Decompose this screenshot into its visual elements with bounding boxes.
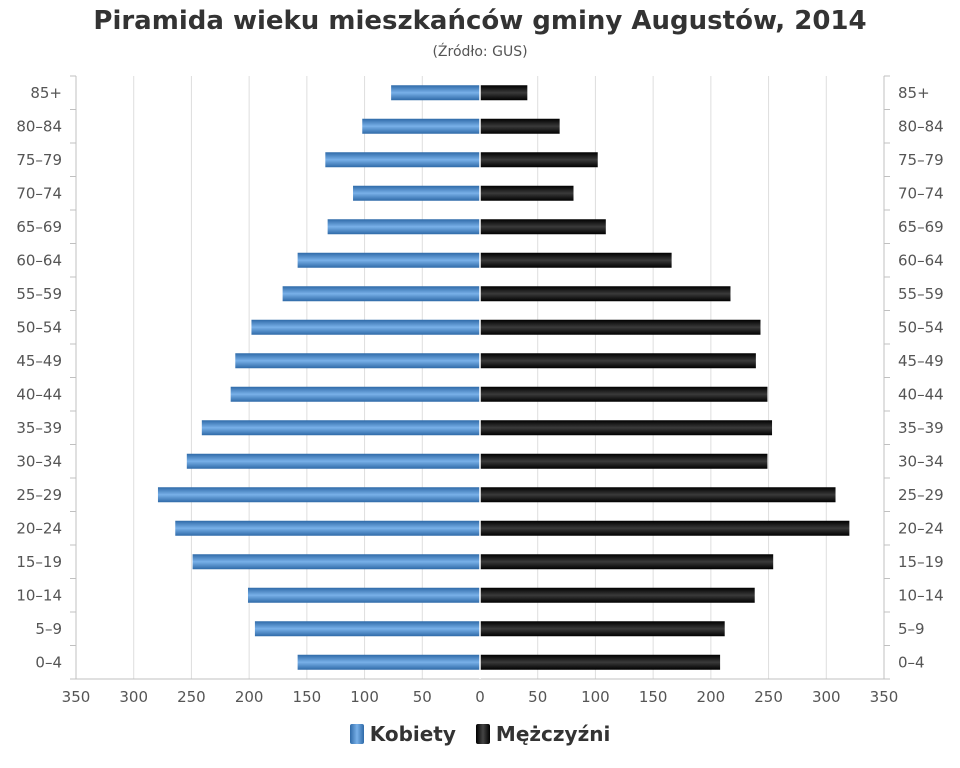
y-tick-label-left: 80–84 [16, 117, 62, 135]
y-tick-label-right: 60–64 [898, 251, 944, 269]
bar-kobiety-55-59[interactable] [282, 286, 480, 302]
x-tick-label: 250 [177, 688, 206, 706]
y-tick-label-right: 20–24 [898, 519, 944, 537]
y-tick-label-left: 10–14 [16, 586, 62, 604]
x-tick-label: 100 [350, 688, 379, 706]
x-tick-label: 200 [235, 688, 264, 706]
x-tick-label: 200 [697, 688, 726, 706]
x-tick-label: 50 [528, 688, 547, 706]
y-tick-label-left: 70–74 [16, 184, 62, 202]
bar-mezczyzni-5-9[interactable] [480, 621, 725, 637]
chart-title: Piramida wieku mieszkańców gminy Augustó… [93, 6, 867, 36]
legend: Kobiety Mężczyźni [0, 722, 960, 746]
bar-mezczyzni-20-24[interactable] [480, 520, 850, 536]
y-tick-label-left: 35–39 [16, 419, 62, 437]
bar-mezczyzni-40-44[interactable] [480, 386, 768, 402]
x-tick-label: 150 [639, 688, 668, 706]
x-tick-label: 350 [62, 688, 91, 706]
x-tick-label: 100 [581, 688, 610, 706]
bar-mezczyzni-70-74[interactable] [480, 185, 574, 201]
x-tick-label: 350 [870, 688, 899, 706]
y-tick-label-left: 40–44 [16, 385, 62, 403]
bar-mezczyzni-85+[interactable] [480, 85, 528, 101]
y-tick-label-right: 5–9 [898, 620, 925, 638]
y-tick-label-left: 55–59 [16, 285, 62, 303]
legend-swatch-kobiety [349, 724, 364, 744]
y-tick-label-right: 40–44 [898, 385, 944, 403]
bar-mezczyzni-65-69[interactable] [480, 219, 606, 235]
y-tick-label-left: 60–64 [16, 251, 62, 269]
y-tick-label-left: 5–9 [35, 620, 62, 638]
y-tick-label-right: 25–29 [898, 486, 944, 504]
y-tick-label-left: 85+ [30, 84, 62, 102]
y-tick-label-right: 15–19 [898, 553, 944, 571]
bar-mezczyzni-30-34[interactable] [480, 453, 768, 469]
x-tick-label: 150 [293, 688, 322, 706]
bar-kobiety-45-49[interactable] [235, 353, 480, 369]
bar-mezczyzni-75-79[interactable] [480, 152, 598, 168]
bar-mezczyzni-45-49[interactable] [480, 353, 756, 369]
bar-kobiety-30-34[interactable] [186, 453, 480, 469]
bar-kobiety-15-19[interactable] [192, 554, 480, 570]
legend-swatch-mezczyzni [475, 724, 490, 744]
y-tick-label-left: 65–69 [16, 218, 62, 236]
y-tick-label-left: 45–49 [16, 352, 62, 370]
bar-kobiety-65-69[interactable] [327, 219, 480, 235]
y-tick-label-left: 0–4 [35, 653, 62, 671]
bar-kobiety-40-44[interactable] [230, 386, 480, 402]
bar-kobiety-85+[interactable] [391, 85, 480, 101]
y-tick-label-right: 0–4 [898, 653, 925, 671]
chart-subtitle: (Źródło: GUS) [432, 44, 528, 60]
y-tick-label-left: 15–19 [16, 553, 62, 571]
y-tick-label-right: 55–59 [898, 285, 944, 303]
x-tick-label: 300 [119, 688, 148, 706]
y-tick-label-right: 75–79 [898, 151, 944, 169]
y-tick-label-left: 50–54 [16, 318, 62, 336]
x-tick-label: 50 [413, 688, 432, 706]
bar-mezczyzni-55-59[interactable] [480, 286, 731, 302]
y-tick-label-left: 25–29 [16, 486, 62, 504]
y-tick-label-left: 75–79 [16, 151, 62, 169]
bar-mezczyzni-80-84[interactable] [480, 118, 560, 134]
y-tick-label-left: 30–34 [16, 452, 62, 470]
y-tick-label-right: 45–49 [898, 352, 944, 370]
bar-kobiety-20-24[interactable] [175, 520, 481, 536]
bar-mezczyzni-50-54[interactable] [480, 319, 761, 335]
bar-kobiety-35-39[interactable] [201, 420, 480, 436]
x-tick-label: 300 [812, 688, 841, 706]
y-tick-label-right: 35–39 [898, 419, 944, 437]
legend-item-mezczyzni[interactable]: Mężczyźni [475, 722, 611, 746]
x-tick-label: 0 [475, 688, 485, 706]
bar-kobiety-70-74[interactable] [353, 185, 480, 201]
bar-kobiety-25-29[interactable] [157, 487, 480, 503]
legend-label-kobiety: Kobiety [369, 722, 456, 746]
x-tick-label: 250 [754, 688, 783, 706]
y-tick-label-right: 30–34 [898, 452, 944, 470]
y-tick-label-right: 70–74 [898, 184, 944, 202]
bar-kobiety-60-64[interactable] [297, 252, 480, 268]
y-tick-label-left: 20–24 [16, 519, 62, 537]
bar-kobiety-50-54[interactable] [251, 319, 480, 335]
y-tick-label-right: 85+ [898, 84, 930, 102]
y-tick-label-right: 50–54 [898, 318, 944, 336]
bar-kobiety-80-84[interactable] [362, 118, 480, 134]
bar-kobiety-0-4[interactable] [297, 654, 480, 670]
bar-kobiety-75-79[interactable] [325, 152, 480, 168]
bar-mezczyzni-10-14[interactable] [480, 587, 755, 603]
bar-mezczyzni-15-19[interactable] [480, 554, 774, 570]
y-tick-label-right: 80–84 [898, 117, 944, 135]
legend-item-kobiety[interactable]: Kobiety [349, 722, 456, 746]
bar-kobiety-10-14[interactable] [247, 587, 480, 603]
bar-mezczyzni-25-29[interactable] [480, 487, 836, 503]
legend-label-mezczyzni: Mężczyźni [495, 722, 611, 746]
bar-mezczyzni-0-4[interactable] [480, 654, 721, 670]
bar-mezczyzni-35-39[interactable] [480, 420, 773, 436]
y-tick-label-right: 65–69 [898, 218, 944, 236]
bar-mezczyzni-60-64[interactable] [480, 252, 672, 268]
bar-kobiety-5-9[interactable] [254, 621, 480, 637]
y-tick-label-right: 10–14 [898, 586, 944, 604]
